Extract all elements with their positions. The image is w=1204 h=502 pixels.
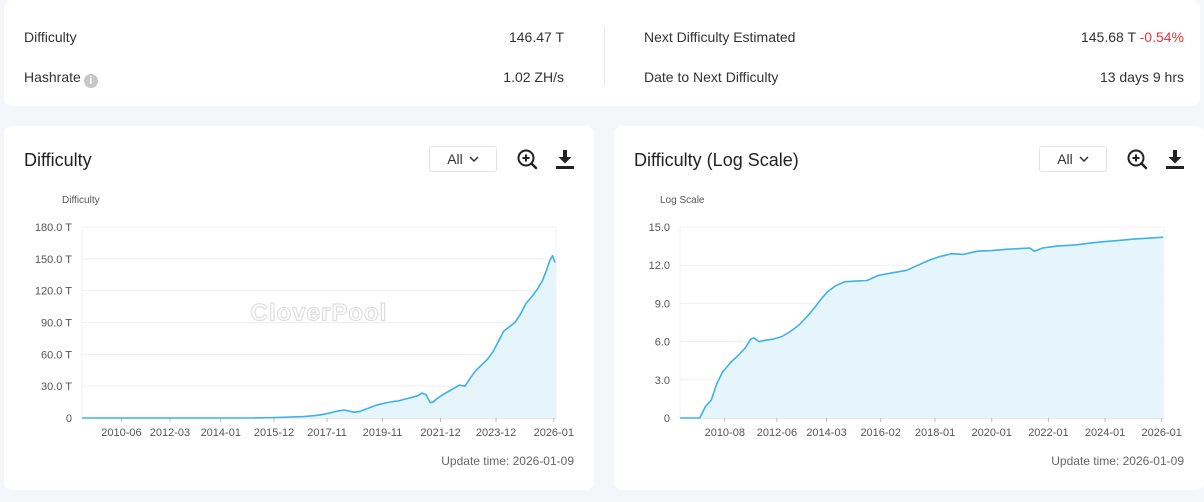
chart-title: Difficulty bbox=[24, 150, 92, 170]
y-tick-label: 180.0 T bbox=[35, 222, 72, 234]
hashrate-value: 1.02 ZH/s bbox=[503, 69, 564, 85]
next-difficulty-number: 145.68 T bbox=[1080, 29, 1136, 45]
watermark: CloverPool bbox=[251, 300, 388, 327]
x-tick-label: 2014-01 bbox=[201, 427, 241, 439]
download-icon[interactable] bbox=[1164, 148, 1186, 170]
stats-divider bbox=[604, 26, 605, 86]
download-icon[interactable] bbox=[554, 148, 576, 170]
x-tick-label: 2017-11 bbox=[307, 427, 347, 439]
x-tick-label: 2014-03 bbox=[806, 427, 846, 439]
next-difficulty-value: 145.68 T -0.54% bbox=[1081, 29, 1184, 45]
y-tick-label: 60.0 T bbox=[41, 349, 72, 361]
x-tick-label: 2020-01 bbox=[972, 427, 1012, 439]
zoom-in-icon[interactable] bbox=[1126, 148, 1148, 170]
next-difficulty-change: -0.54% bbox=[1139, 29, 1184, 45]
series-area bbox=[82, 255, 556, 418]
chevron-down-icon bbox=[1079, 156, 1089, 163]
difficulty-chart-card: 0 30.0 T 60.0 T 90.0 T 120.0 T 150.0 T 180.0 T… bbox=[4, 126, 594, 490]
range-select[interactable]: All bbox=[429, 146, 497, 172]
difficulty-value: 146.47 T bbox=[508, 29, 564, 45]
x-tick-label: 2026-01 bbox=[1142, 427, 1182, 439]
hashrate-label: Hashrate i bbox=[24, 69, 98, 88]
chart-title: Difficulty (Log Scale) bbox=[634, 150, 799, 170]
y-tick-label: 9.0 bbox=[655, 298, 670, 310]
x-tick-label: 2019-11 bbox=[363, 427, 403, 439]
x-tick-label: 2023-12 bbox=[476, 427, 516, 439]
y-tick-label: 0 bbox=[664, 413, 670, 425]
y-tick-label: 90.0 T bbox=[41, 318, 72, 330]
x-tick-label: 2018-01 bbox=[915, 427, 955, 439]
date-next-difficulty-value: 13 days 9 hrs bbox=[1099, 69, 1184, 85]
y-tick-label: 30.0 T bbox=[41, 381, 72, 393]
x-tick-label: 2010-06 bbox=[101, 427, 141, 439]
y-tick-label: 120.0 T bbox=[35, 286, 72, 298]
date-next-difficulty-label: Date to Next Difficulty bbox=[644, 69, 779, 85]
x-tick-label: 2021-12 bbox=[420, 427, 460, 439]
x-tick-label: 2012-06 bbox=[757, 427, 797, 439]
update-time: Update time: 2026-01-09 bbox=[441, 454, 574, 468]
x-tick-label: 2016-02 bbox=[860, 427, 900, 439]
y-tick-label: 3.0 bbox=[655, 375, 670, 387]
series-line bbox=[680, 236, 1164, 419]
info-icon[interactable]: i bbox=[83, 74, 98, 88]
difficulty-chart: 0 30.0 T 60.0 T 90.0 T 120.0 T 150.0 T 180.0 T… bbox=[35, 195, 574, 439]
series-line bbox=[82, 254, 556, 419]
x-tick-label: 2015-12 bbox=[254, 427, 294, 439]
y-tick-label: 0 bbox=[66, 413, 72, 425]
y-tick-label: 15.0 bbox=[649, 222, 670, 234]
y-tick-label: 150.0 T bbox=[35, 254, 72, 266]
range-select[interactable]: All bbox=[1039, 146, 1107, 172]
y-axis-label: Log Scale bbox=[660, 195, 705, 206]
x-tick-label: 2012-03 bbox=[150, 427, 190, 439]
x-tick-label: 2026-01 bbox=[534, 427, 574, 439]
difficulty-label: Difficulty bbox=[24, 29, 77, 45]
stats-card: Difficulty 146.47 T Hashrate i 1.02 ZH/s … bbox=[4, 0, 1200, 106]
series-area bbox=[680, 237, 1164, 418]
next-difficulty-label: Next Difficulty Estimated bbox=[644, 29, 796, 45]
y-axis-label: Difficulty bbox=[62, 195, 100, 206]
y-tick-label: 12.0 bbox=[649, 260, 670, 272]
x-tick-label: 2022-01 bbox=[1028, 427, 1068, 439]
chevron-down-icon bbox=[469, 156, 479, 163]
zoom-in-icon[interactable] bbox=[516, 148, 538, 170]
x-tick-label: 2024-01 bbox=[1085, 427, 1125, 439]
y-tick-label: 6.0 bbox=[655, 337, 670, 349]
x-tick-label: 2010-08 bbox=[705, 427, 745, 439]
range-select-value: All bbox=[1057, 151, 1073, 167]
update-time: Update time: 2026-01-09 bbox=[1051, 454, 1184, 468]
range-select-value: All bbox=[447, 151, 463, 167]
hashrate-label-text: Hashrate bbox=[24, 69, 81, 85]
